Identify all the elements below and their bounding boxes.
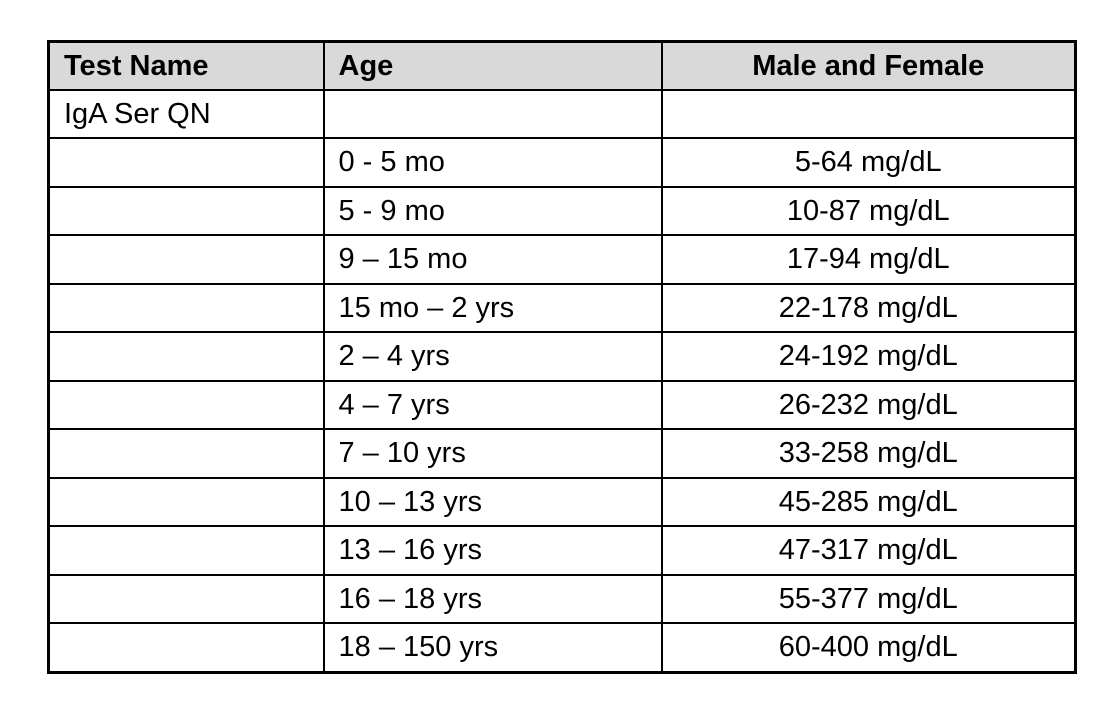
value-cell: 24-192 mg/dL <box>660 331 1077 382</box>
age-cell: 16 – 18 yrs <box>322 573 663 625</box>
test-name-cell <box>47 282 325 334</box>
test-name-cell <box>47 573 325 625</box>
age-cell <box>322 88 663 140</box>
table-row: 10 – 13 yrs 45-285 mg/dL <box>47 476 1077 528</box>
age-cell: 7 – 10 yrs <box>322 428 663 479</box>
table-row: 16 – 18 yrs 55-377 mg/dL <box>47 573 1077 625</box>
table-row: IgA Ser QN <box>47 88 1077 140</box>
table-row: 0 - 5 mo 5-64 mg/dL <box>47 137 1077 188</box>
header-male-and-female: Male and Female <box>660 40 1077 91</box>
test-name-cell <box>47 622 325 674</box>
value-cell: 60-400 mg/dL <box>660 622 1077 674</box>
test-name-cell <box>47 525 325 576</box>
age-cell: 13 – 16 yrs <box>322 525 663 576</box>
age-cell: 15 mo – 2 yrs <box>322 282 663 334</box>
age-cell: 2 – 4 yrs <box>322 331 663 382</box>
table-row: 13 – 16 yrs 47-317 mg/dL <box>47 525 1077 576</box>
table-row: 18 – 150 yrs 60-400 mg/dL <box>47 622 1077 674</box>
table-row: 5 - 9 mo 10-87 mg/dL <box>47 185 1077 237</box>
table-row: 7 – 10 yrs 33-258 mg/dL <box>47 428 1077 479</box>
test-name-cell <box>47 379 325 431</box>
header-row: Test Name Age Male and Female <box>47 40 1077 91</box>
table-row: 4 – 7 yrs 26-232 mg/dL <box>47 379 1077 431</box>
value-cell: 17-94 mg/dL <box>660 234 1077 285</box>
value-cell: 55-377 mg/dL <box>660 573 1077 625</box>
value-cell: 26-232 mg/dL <box>660 379 1077 431</box>
test-name-cell <box>47 428 325 479</box>
test-name-cell <box>47 331 325 382</box>
value-cell: 47-317 mg/dL <box>660 525 1077 576</box>
test-name-cell <box>47 476 325 528</box>
test-name-cell <box>47 137 325 188</box>
iga-reference-range-table: Test Name Age Male and Female IgA Ser QN… <box>47 40 1077 674</box>
header-test-name: Test Name <box>47 40 325 91</box>
header-age: Age <box>322 40 663 91</box>
test-name-cell <box>47 234 325 285</box>
table-row: 2 – 4 yrs 24-192 mg/dL <box>47 331 1077 382</box>
age-cell: 5 - 9 mo <box>322 185 663 237</box>
table-row: 9 – 15 mo 17-94 mg/dL <box>47 234 1077 285</box>
value-cell: 45-285 mg/dL <box>660 476 1077 528</box>
table-row: 15 mo – 2 yrs 22-178 mg/dL <box>47 282 1077 334</box>
age-cell: 10 – 13 yrs <box>322 476 663 528</box>
test-name-cell: IgA Ser QN <box>47 88 325 140</box>
age-cell: 0 - 5 mo <box>322 137 663 188</box>
age-cell: 9 – 15 mo <box>322 234 663 285</box>
value-cell: 10-87 mg/dL <box>660 185 1077 237</box>
age-cell: 18 – 150 yrs <box>322 622 663 674</box>
age-cell: 4 – 7 yrs <box>322 379 663 431</box>
value-cell <box>660 88 1077 140</box>
value-cell: 5-64 mg/dL <box>660 137 1077 188</box>
value-cell: 33-258 mg/dL <box>660 428 1077 479</box>
value-cell: 22-178 mg/dL <box>660 282 1077 334</box>
test-name-cell <box>47 185 325 237</box>
